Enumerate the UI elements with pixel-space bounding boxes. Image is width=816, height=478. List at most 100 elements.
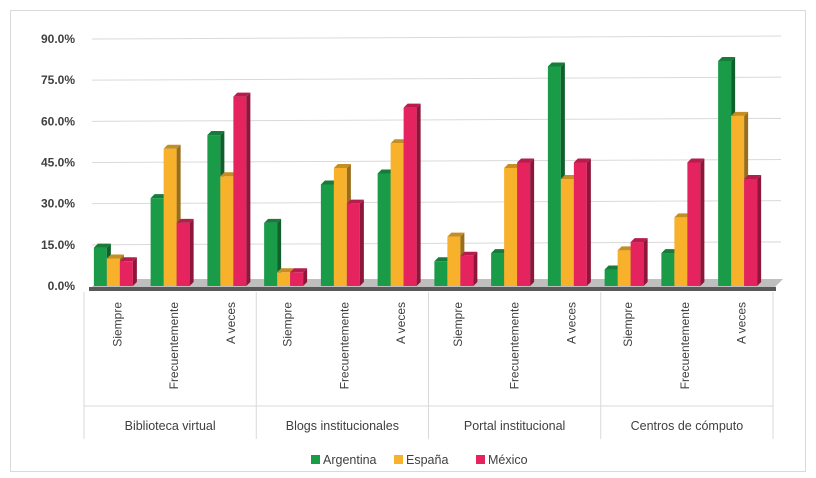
bar-top bbox=[687, 158, 705, 163]
bar-side bbox=[757, 174, 762, 286]
bar bbox=[504, 167, 518, 286]
bar bbox=[460, 255, 474, 286]
bar-top bbox=[93, 243, 111, 248]
gridline bbox=[91, 159, 782, 163]
bar-side bbox=[643, 238, 648, 286]
gridline bbox=[91, 35, 782, 40]
y-tick-label: 30.0% bbox=[41, 197, 75, 211]
bar-top bbox=[573, 158, 591, 163]
gridline bbox=[91, 117, 782, 122]
bar-top bbox=[491, 249, 509, 254]
bar-top bbox=[434, 257, 452, 262]
bar-side bbox=[246, 92, 251, 286]
group-label: Blogs institucionales bbox=[286, 419, 399, 433]
category-label: A veces bbox=[564, 302, 578, 344]
category-label: Siempre bbox=[451, 302, 465, 347]
bar-top bbox=[176, 218, 194, 223]
group-label: Biblioteca virtual bbox=[125, 419, 216, 433]
bar-top bbox=[674, 213, 692, 218]
bar-top bbox=[447, 232, 465, 237]
gridlines bbox=[91, 35, 782, 246]
floor-front bbox=[89, 287, 776, 291]
bar-top bbox=[119, 257, 137, 262]
bar bbox=[617, 250, 631, 286]
bar bbox=[320, 184, 334, 286]
bar bbox=[119, 261, 133, 286]
bar bbox=[744, 178, 758, 286]
legend-swatch bbox=[476, 455, 485, 464]
bar bbox=[573, 162, 587, 286]
legend-label: España bbox=[406, 453, 448, 467]
bar-side bbox=[530, 158, 535, 286]
category-label: Siempre bbox=[621, 302, 635, 347]
y-tick-label: 15.0% bbox=[41, 238, 75, 252]
bar-top bbox=[150, 194, 168, 199]
gridline bbox=[91, 200, 782, 205]
legend-swatch bbox=[394, 455, 403, 464]
bar-top bbox=[264, 218, 282, 223]
bar-top bbox=[333, 163, 351, 168]
y-tick-label: 75.0% bbox=[41, 73, 75, 87]
bar-top bbox=[718, 56, 736, 61]
bar-top bbox=[560, 174, 578, 179]
bar-top bbox=[346, 199, 364, 204]
bar-top bbox=[744, 174, 762, 179]
bar-side bbox=[277, 218, 282, 286]
group-label: Portal institucional bbox=[464, 419, 565, 433]
bar-side bbox=[473, 251, 478, 286]
bar-side bbox=[303, 268, 308, 286]
bar bbox=[517, 162, 531, 286]
bar bbox=[233, 96, 247, 286]
bar bbox=[403, 107, 417, 286]
bar-top bbox=[517, 158, 535, 163]
bar bbox=[390, 143, 404, 286]
gridline bbox=[91, 241, 782, 246]
y-tick-label: 60.0% bbox=[41, 114, 75, 128]
category-label: A veces bbox=[224, 302, 238, 344]
category-label: Frecuentemente bbox=[678, 302, 692, 390]
bar bbox=[731, 115, 745, 286]
y-tick-label: 90.0% bbox=[41, 32, 75, 46]
legend: Argentina España México bbox=[311, 453, 528, 467]
bar bbox=[277, 272, 291, 286]
bar-side bbox=[700, 158, 705, 286]
bar-side bbox=[416, 103, 421, 286]
gridline bbox=[91, 76, 782, 81]
bar-top bbox=[106, 254, 124, 259]
bar-side bbox=[359, 199, 364, 286]
bar bbox=[434, 261, 448, 286]
bar bbox=[176, 222, 190, 286]
bar bbox=[220, 176, 234, 286]
bar-top bbox=[460, 251, 478, 256]
y-tick-label: 45.0% bbox=[41, 156, 75, 170]
bar bbox=[106, 258, 120, 286]
bar bbox=[630, 242, 644, 286]
bar bbox=[718, 60, 732, 287]
bar bbox=[447, 236, 461, 286]
category-label: A veces bbox=[735, 302, 749, 344]
bar-top bbox=[233, 92, 251, 97]
bar-side bbox=[132, 257, 137, 286]
group-label: Centros de cómputo bbox=[631, 419, 744, 433]
category-label: A veces bbox=[394, 302, 408, 344]
bar bbox=[547, 66, 561, 286]
bar bbox=[207, 135, 221, 286]
bar-top bbox=[320, 180, 338, 185]
bar bbox=[687, 162, 701, 286]
bar bbox=[604, 269, 618, 286]
bar-top bbox=[504, 163, 522, 168]
chart-frame: 0.0% 15.0% 30.0% 45.0% 60.0% 75.0% 90.0% Bibli… bbox=[10, 10, 806, 472]
bar-top bbox=[661, 249, 679, 254]
bar-chart: 0.0% 15.0% 30.0% 45.0% 60.0% 75.0% 90.0% Bibli… bbox=[41, 32, 783, 467]
legend-label: México bbox=[488, 453, 528, 467]
legend-label: Argentina bbox=[323, 453, 377, 467]
category-label: Frecuentemente bbox=[337, 302, 351, 390]
bar-side bbox=[586, 158, 591, 286]
bar-top bbox=[163, 144, 181, 149]
bar bbox=[491, 253, 505, 286]
bar-top bbox=[617, 246, 635, 251]
bar-top bbox=[604, 265, 622, 270]
bar-top bbox=[290, 268, 308, 273]
bar bbox=[333, 167, 347, 286]
bar-top bbox=[403, 103, 421, 108]
